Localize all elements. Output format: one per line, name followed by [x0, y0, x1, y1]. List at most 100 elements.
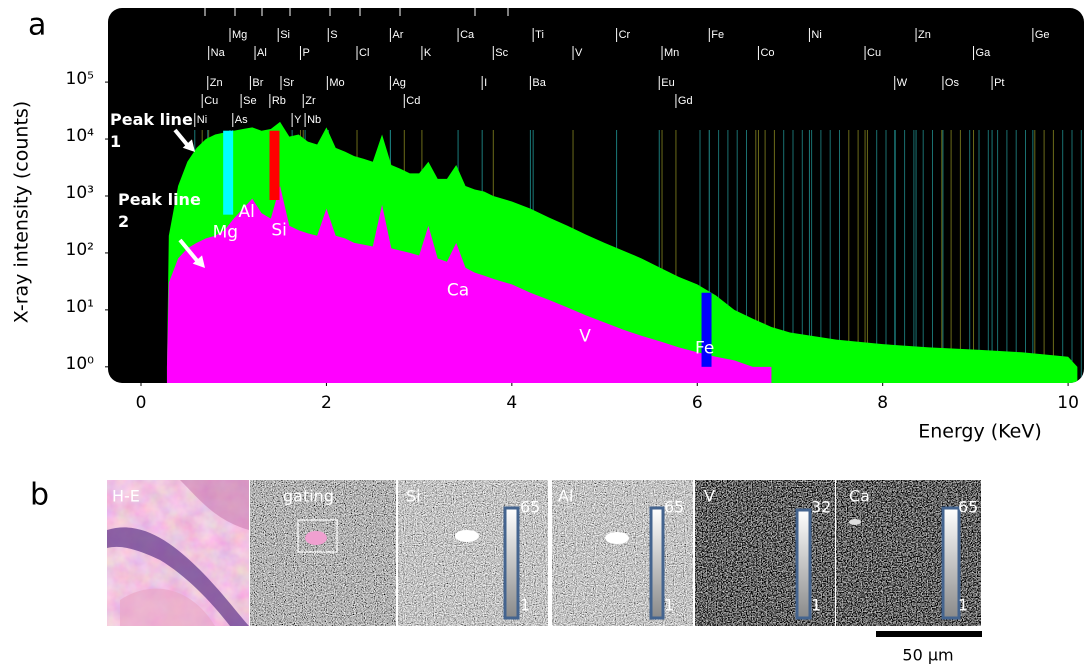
arrow-head [182, 139, 195, 152]
x-tick-label: 2 [321, 393, 332, 413]
y-tick-label: 10⁴ [66, 126, 95, 146]
element-label: Zn [210, 77, 223, 89]
x-axis-label: Energy (KeV) [918, 421, 1042, 443]
element-label: W [897, 77, 908, 89]
colorbar-max: 65 [958, 498, 978, 517]
peak-highlight [701, 292, 712, 367]
image-label: Si [406, 487, 421, 506]
peak-label: Ca [447, 280, 469, 300]
element-label: Mo [329, 77, 344, 89]
element-label: Ar [392, 29, 403, 41]
x-tick-label: 6 [692, 393, 703, 413]
element-label: Fe [711, 29, 724, 41]
scale-bar-label: 50 μm [902, 646, 953, 665]
colorbar-min: 1 [811, 596, 821, 615]
image-si: Si 65 1 [398, 480, 548, 626]
element-label: Pt [994, 77, 1004, 89]
colorbar-min: 1 [958, 596, 968, 615]
scale-bar [876, 631, 982, 637]
element-label: Sc [495, 47, 508, 59]
peak-label: Al [239, 202, 255, 222]
element-label: Al [257, 47, 267, 59]
colorbar-max: 65 [664, 498, 684, 517]
element-label: Ba [532, 77, 546, 89]
element-label: Mg [232, 29, 247, 41]
panel-label: b [30, 478, 49, 513]
y-tick-label: 10² [66, 240, 94, 260]
element-label: Eu [661, 77, 674, 89]
element-label: Os [945, 77, 960, 89]
y-tick-label: 10¹ [66, 297, 94, 317]
element-label: Ni [197, 114, 207, 126]
element-label: Gd [678, 95, 693, 107]
element-label: S [330, 29, 337, 41]
y-tick-label: 10³ [66, 183, 94, 203]
peak-label: V [579, 327, 591, 347]
y-tick-label: 10⁰ [66, 354, 95, 374]
element-label: Ni [811, 29, 821, 41]
element-label: Br [252, 77, 263, 89]
element-label: Mn [664, 47, 679, 59]
element-label: K [424, 47, 432, 59]
element-label: I [484, 77, 487, 89]
image-label: Ca [849, 487, 870, 506]
element-label: Se [243, 95, 256, 107]
peak-label: Fe [695, 338, 714, 358]
image-v: V 32 1 [695, 480, 835, 626]
element-label: Cd [406, 95, 420, 107]
element-label: Cr [619, 29, 631, 41]
image-label: V [704, 487, 715, 506]
peak-highlight [269, 130, 280, 201]
panel-label: a [28, 8, 46, 43]
element-label: Na [211, 47, 226, 59]
image-gating: gating [250, 480, 396, 626]
plot-area [166, 121, 1082, 383]
element-label: P [302, 47, 309, 59]
x-tick-label: 4 [506, 393, 517, 413]
spectrum-area [166, 185, 772, 383]
element-label: Cu [867, 47, 881, 59]
colorbar-min: 1 [520, 596, 530, 615]
peak-highlight [223, 130, 234, 215]
colorbar-max: 32 [811, 498, 831, 517]
arrow-head [192, 255, 205, 268]
x-tick-label: 0 [136, 393, 147, 413]
peak-label: Mg [213, 222, 238, 242]
element-label: Zn [918, 29, 931, 41]
element-label: As [235, 114, 248, 126]
image-label: gating [283, 487, 334, 506]
y-axis-label: X-ray intensity (counts) [11, 101, 33, 323]
panel-b: H-E gating Si 65 1 Al 65 1 V [107, 480, 982, 665]
element-label: Si [280, 29, 290, 41]
element-label: Ga [976, 47, 992, 59]
annotation: Peak line 1 [110, 110, 193, 151]
annotation: Peak line 2 [118, 190, 201, 231]
axes: Mg Si S Ar Ca Ti Cr Fe Ni Zn Ge Na Al P Cl K Sc V Mn Co Cu Ga… [66, 8, 1079, 413]
arrow-shaft [178, 238, 201, 265]
element-label: Zr [305, 95, 316, 107]
colorbar-max: 65 [520, 498, 540, 517]
y-tick-label: 10⁵ [66, 69, 94, 89]
image-he: H-E [107, 480, 249, 626]
image-label: H-E [112, 487, 140, 506]
image-ca: Ca 65 1 [836, 480, 981, 626]
element-label: Ca [460, 29, 475, 41]
colorbar-min: 1 [664, 596, 674, 615]
image-al: Al 65 1 [552, 480, 693, 626]
peak-label: Si [271, 220, 287, 240]
x-tick-label: 8 [877, 393, 888, 413]
image-label: Al [558, 487, 573, 506]
element-label: Ge [1035, 29, 1050, 41]
element-label: Co [760, 47, 774, 59]
element-label: Y [294, 114, 302, 126]
element-label: Ag [392, 77, 405, 89]
element-label: Cu [204, 95, 218, 107]
element-label: Ti [535, 29, 544, 41]
element-label: Nb [307, 114, 321, 126]
element-label: V [575, 47, 583, 59]
x-tick-label: 10 [1057, 393, 1079, 413]
element-label: Cl [359, 47, 369, 59]
element-label: Sr [283, 77, 294, 89]
element-label: Rb [272, 95, 286, 107]
